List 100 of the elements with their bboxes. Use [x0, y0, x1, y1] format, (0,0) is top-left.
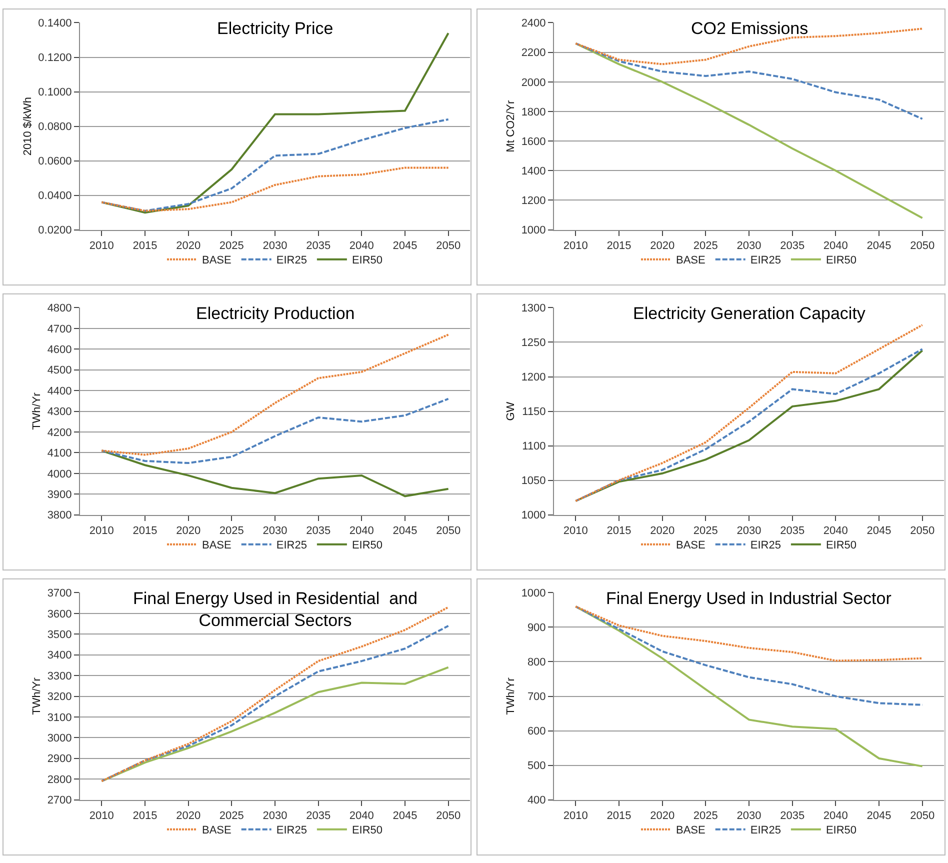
line-series: [574, 42, 924, 120]
x-tick-label: 2045: [392, 240, 418, 252]
x-tick-label: 2030: [262, 810, 288, 822]
x-tick-label: 2040: [349, 810, 374, 822]
legend-label: EIR50: [352, 540, 383, 552]
x-tick-label: 2025: [693, 810, 718, 822]
y-tick-label: 600: [527, 726, 546, 738]
x-tick-label: 2015: [132, 810, 158, 822]
x-tick-label: 2035: [780, 810, 805, 822]
x-tick-label: 2050: [436, 525, 461, 538]
legend-label: BASE: [202, 540, 232, 552]
line-series: [100, 118, 450, 212]
y-tick-label: 400: [527, 794, 546, 807]
y-tick-label: 1800: [521, 106, 546, 118]
line-series: [100, 666, 450, 782]
legend-label: BASE: [202, 824, 232, 837]
y-tick-label: 0.1200: [38, 52, 72, 64]
y-tick-label: 2000: [521, 76, 546, 89]
x-tick-label: 2025: [693, 240, 718, 252]
y-tick-label: 3000: [47, 732, 72, 745]
legend-label: EIR50: [352, 254, 383, 267]
y-tick-label: 2800: [47, 774, 72, 786]
legend-label: BASE: [676, 824, 706, 837]
y-tick-label: 4100: [47, 448, 72, 460]
line-series: [574, 606, 924, 706]
line-series: [100, 166, 450, 212]
x-tick-label: 2050: [436, 810, 461, 822]
x-tick-label: 2020: [650, 810, 675, 822]
legend-label: BASE: [676, 540, 706, 552]
y-tick-label: 2900: [47, 753, 72, 766]
line-series: [100, 450, 450, 498]
y-axis-title: Mt CO2/Yr: [504, 100, 517, 152]
x-tick-label: 2010: [563, 240, 588, 252]
x-tick-label: 2045: [866, 240, 892, 252]
y-axis-title: TWh/Yr: [30, 677, 43, 715]
x-tick-label: 2025: [219, 810, 244, 822]
chart-title: CO2 Emissions: [691, 19, 808, 38]
x-tick-label: 2020: [176, 525, 201, 538]
x-tick-label: 2030: [736, 525, 762, 538]
x-tick-label: 2015: [132, 240, 158, 252]
legend-label: EIR25: [750, 540, 781, 552]
x-tick-label: 2050: [910, 240, 935, 252]
y-tick-label: 500: [527, 760, 546, 772]
x-tick-label: 2035: [306, 810, 331, 822]
legend-label: EIR25: [750, 254, 781, 267]
x-tick-label: 2015: [606, 525, 632, 538]
y-tick-label: 900: [527, 622, 546, 634]
y-tick-label: 3800: [47, 510, 72, 522]
y-tick-label: 2200: [521, 47, 546, 60]
y-tick-label: 0.0800: [38, 121, 72, 134]
x-tick-label: 2030: [262, 525, 288, 538]
x-tick-label: 2040: [823, 810, 848, 822]
y-tick-label: 3100: [47, 712, 72, 724]
x-tick-label: 2025: [693, 525, 718, 538]
legend-label: EIR25: [750, 824, 781, 837]
y-axis-title: 2010 $/kWh: [22, 96, 34, 156]
y-tick-label: 4400: [47, 385, 72, 398]
y-tick-label: 1200: [521, 195, 546, 208]
y-tick-label: 4300: [47, 406, 72, 418]
y-axis-title: TWh/Yr: [504, 677, 517, 715]
chart-title: Final Energy Used in Residential and Commercial Sectors: [133, 589, 418, 630]
x-tick-label: 2020: [650, 525, 675, 538]
y-tick-label: 1400: [521, 166, 546, 178]
x-tick-label: 2010: [89, 810, 114, 822]
y-tick-label: 4000: [47, 468, 72, 480]
y-tick-label: 2400: [521, 18, 546, 30]
legend-label: EIR25: [276, 254, 307, 267]
y-tick-label: 1250: [521, 337, 546, 350]
x-tick-label: 2020: [650, 240, 675, 252]
y-tick-label: 0.1400: [38, 18, 72, 30]
x-tick-label: 2040: [823, 525, 848, 538]
y-tick-label: 4500: [47, 364, 72, 377]
legend-label: EIR50: [826, 824, 857, 837]
chart-title: Final Energy Used in Industrial Sector: [606, 589, 892, 608]
x-tick-label: 2010: [89, 240, 114, 252]
x-tick-label: 2030: [736, 810, 762, 822]
x-tick-label: 2025: [219, 240, 244, 252]
y-tick-label: 1100: [522, 440, 546, 453]
y-tick-label: 3500: [47, 628, 72, 641]
x-tick-label: 2035: [306, 525, 331, 538]
x-tick-label: 2040: [823, 240, 848, 252]
x-tick-label: 2050: [910, 525, 935, 538]
x-tick-label: 2045: [866, 810, 892, 822]
x-tick-label: 2045: [866, 525, 892, 538]
y-tick-label: 1000: [521, 588, 546, 600]
x-tick-label: 2030: [736, 240, 762, 252]
x-tick-label: 2050: [436, 240, 461, 252]
legend-label: BASE: [202, 254, 232, 267]
y-tick-label: 2700: [47, 794, 72, 807]
chart-title: Electricity Price: [217, 19, 334, 38]
x-tick-label: 2010: [89, 525, 114, 538]
x-tick-label: 2030: [262, 240, 288, 252]
x-tick-label: 2045: [392, 525, 418, 538]
y-tick-label: 1050: [521, 475, 546, 488]
y-tick-label: 0.0600: [38, 156, 72, 168]
x-tick-label: 2010: [563, 810, 588, 822]
y-tick-label: 1600: [521, 136, 546, 148]
legend-label: EIR50: [826, 254, 857, 267]
line-series: [100, 398, 450, 464]
line-series: [574, 42, 924, 219]
